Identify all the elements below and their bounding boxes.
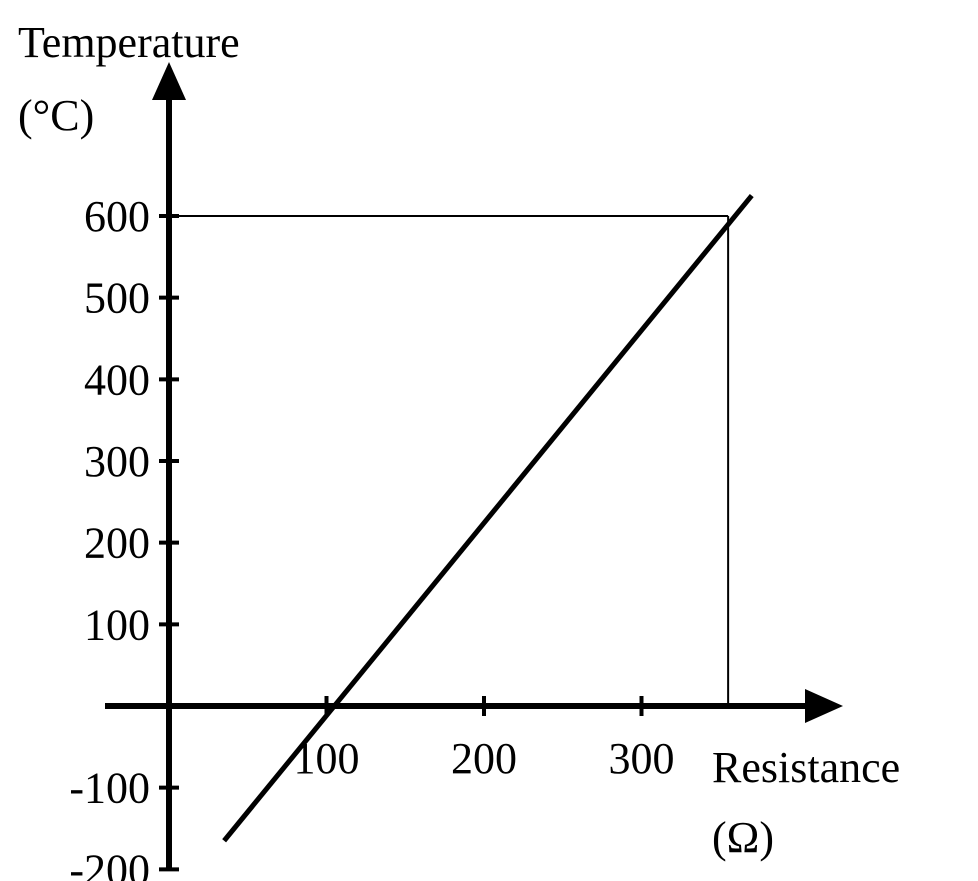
y-tick-label-300: 300 <box>84 437 150 486</box>
x-tick-label-200: 200 <box>451 734 517 783</box>
y-tick-label-200: 200 <box>84 519 150 568</box>
y-tick-label-100: 100 <box>84 600 150 649</box>
x-tick-label-300: 300 <box>609 734 675 783</box>
series-line-0 <box>222 193 754 843</box>
reference-guides <box>169 214 730 706</box>
y-tick-label--100: -100 <box>69 764 150 813</box>
tick-marks <box>159 213 644 872</box>
y-axis-title-line2: (°C) <box>18 91 94 140</box>
x-axis-title-line2: (Ω) <box>712 813 774 862</box>
y-tick-label-500: 500 <box>84 274 150 323</box>
x-tick-label-100: 100 <box>294 734 360 783</box>
y-tick-label-400: 400 <box>84 355 150 404</box>
y-axis-arrow <box>152 62 186 100</box>
y-tick-label-600: 600 <box>84 192 150 241</box>
y-axis-title-line1: Temperature <box>18 18 240 67</box>
x-axis-arrow <box>805 689 843 723</box>
y-tick-label--200: -200 <box>69 845 150 881</box>
x-axis-title-line1: Resistance <box>712 743 900 792</box>
series-lines <box>222 193 754 843</box>
tick-labels: 100 200 300 600 500 400 300 200 100 -100 -200 <box>69 192 674 881</box>
